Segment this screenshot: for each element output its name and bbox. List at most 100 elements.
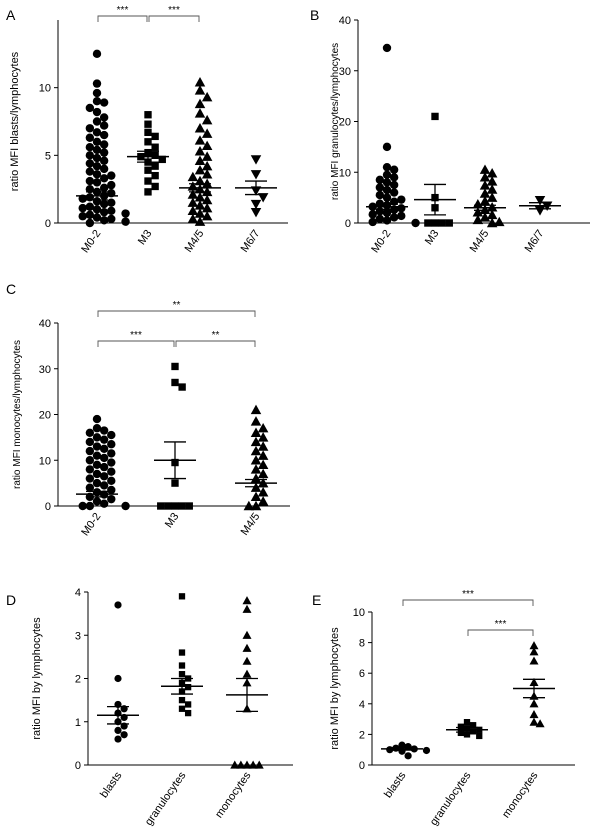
y-tick-label: 20 bbox=[339, 117, 351, 129]
significance-bracket: ** bbox=[97, 300, 256, 317]
data-point bbox=[92, 170, 102, 179]
data-point bbox=[92, 128, 102, 137]
data-point bbox=[121, 209, 130, 218]
data-point bbox=[85, 474, 95, 483]
data-point bbox=[431, 219, 439, 227]
data-point bbox=[158, 155, 166, 164]
series-m4-5 bbox=[472, 164, 505, 228]
data-point bbox=[250, 445, 262, 456]
x-category-label: M0-2 bbox=[369, 228, 393, 255]
data-point bbox=[187, 213, 199, 224]
data-point bbox=[424, 219, 432, 227]
data-point bbox=[178, 696, 186, 704]
data-point bbox=[257, 422, 269, 433]
data-point bbox=[99, 130, 109, 140]
bracket-line bbox=[97, 310, 256, 317]
data-point bbox=[382, 170, 392, 179]
x-category-label: blasts bbox=[98, 769, 125, 800]
data-point bbox=[469, 728, 477, 735]
y-tick-label: 10 bbox=[339, 167, 351, 179]
data-point bbox=[99, 426, 109, 435]
significance-label: ** bbox=[212, 330, 220, 341]
data-point bbox=[121, 501, 130, 511]
data-point bbox=[114, 726, 122, 735]
series-m4-5 bbox=[243, 404, 269, 511]
bracket-line bbox=[148, 15, 200, 22]
x-category-label: M4/5 bbox=[183, 228, 207, 255]
data-point bbox=[463, 731, 471, 738]
y-tick-label: 30 bbox=[339, 66, 351, 78]
data-point bbox=[375, 175, 385, 185]
data-point bbox=[194, 108, 206, 118]
data-point bbox=[92, 497, 102, 506]
x-category-label: M4/5 bbox=[239, 511, 263, 538]
data-point bbox=[187, 171, 199, 182]
data-point bbox=[257, 432, 269, 442]
data-point bbox=[157, 502, 165, 510]
data-point bbox=[107, 214, 116, 224]
data-point bbox=[178, 502, 186, 510]
data-point bbox=[99, 444, 109, 454]
data-point bbox=[529, 641, 539, 650]
data-point bbox=[92, 451, 102, 460]
data-point bbox=[92, 49, 102, 59]
data-point bbox=[171, 502, 179, 510]
data-point bbox=[479, 172, 491, 182]
significance-bracket: ** bbox=[175, 330, 256, 347]
bracket-line bbox=[97, 15, 148, 22]
data-point bbox=[250, 404, 262, 415]
series-monocytes bbox=[529, 641, 545, 728]
data-point bbox=[121, 217, 130, 226]
data-point bbox=[479, 164, 491, 174]
data-point bbox=[99, 199, 109, 209]
data-point bbox=[257, 468, 269, 479]
data-point bbox=[250, 473, 262, 483]
data-point bbox=[194, 192, 206, 202]
data-point bbox=[194, 200, 206, 210]
data-point bbox=[382, 142, 392, 152]
y-tick-label: 0 bbox=[345, 218, 351, 230]
x-category-label: monocytes bbox=[213, 769, 254, 820]
series-monocytes bbox=[230, 596, 264, 769]
data-point bbox=[250, 416, 262, 426]
data-point bbox=[144, 111, 152, 119]
significance-label: ** bbox=[173, 300, 181, 311]
y-tick-label: 10 bbox=[353, 607, 365, 619]
series-m4-5 bbox=[187, 77, 213, 226]
data-point bbox=[382, 162, 392, 172]
data-point bbox=[114, 601, 122, 609]
data-point bbox=[236, 760, 246, 769]
data-point bbox=[99, 435, 109, 444]
data-point bbox=[178, 383, 186, 391]
significance-label: *** bbox=[495, 619, 507, 630]
data-point bbox=[382, 208, 392, 218]
bracket-line bbox=[175, 340, 256, 347]
data-point bbox=[479, 212, 491, 222]
data-point bbox=[99, 121, 109, 130]
data-point bbox=[99, 148, 109, 157]
data-point bbox=[171, 362, 179, 371]
series-granulocytes bbox=[457, 719, 483, 740]
y-tick-label: 0 bbox=[75, 760, 81, 772]
data-point bbox=[242, 669, 252, 678]
data-point bbox=[144, 138, 152, 146]
data-point bbox=[92, 178, 102, 187]
data-point bbox=[184, 701, 192, 708]
data-point bbox=[85, 103, 95, 113]
data-point bbox=[85, 159, 95, 168]
data-point bbox=[242, 656, 252, 665]
data-point bbox=[242, 604, 252, 613]
series-m6-7 bbox=[250, 155, 269, 218]
data-point bbox=[529, 656, 539, 665]
data-point bbox=[194, 98, 206, 109]
data-point bbox=[479, 180, 491, 190]
data-point bbox=[194, 208, 206, 218]
data-point bbox=[92, 478, 102, 488]
data-point bbox=[151, 151, 159, 160]
data-point bbox=[92, 161, 102, 171]
y-axis-label: ratio MFI blasts/lymphocytes bbox=[9, 51, 21, 191]
data-point bbox=[382, 178, 392, 187]
x-category-label: M4/5 bbox=[468, 228, 492, 255]
data-point bbox=[254, 760, 264, 769]
